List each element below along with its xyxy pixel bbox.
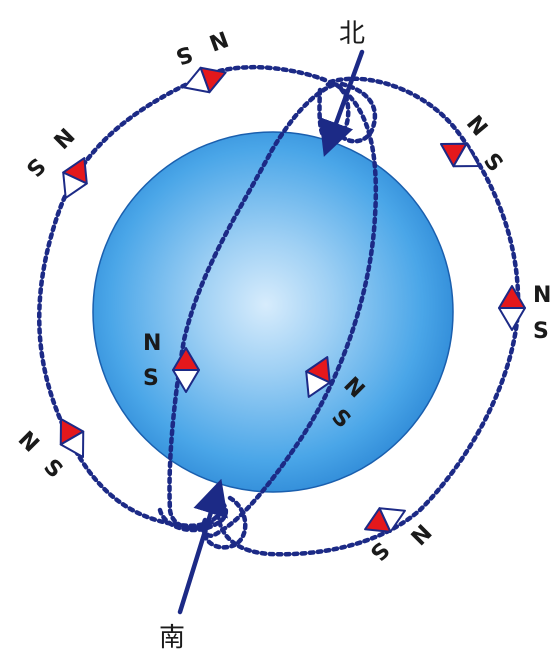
field-line-inner-left <box>167 82 336 531</box>
field-line-inner-right <box>202 83 379 538</box>
compass-needle-icon <box>358 497 412 543</box>
needle-s-label: S <box>38 455 67 484</box>
needle-s-label: S <box>533 319 549 344</box>
compass-needle-icon <box>433 131 487 179</box>
needle-s-label: S <box>172 40 195 69</box>
needle-s-label: S <box>21 152 50 181</box>
needle-n-label: N <box>15 425 46 456</box>
needle-s-label: S <box>143 366 159 391</box>
south-pole-label: 南 <box>159 623 185 653</box>
needle-n-label: N <box>461 111 492 141</box>
compass-needle-icon <box>498 285 526 331</box>
needle-n-label: N <box>533 283 550 308</box>
earth-axis <box>177 49 365 615</box>
needle-n-label: N <box>405 518 436 549</box>
field-line-outer-right <box>215 76 521 557</box>
compass-needle-icon <box>52 151 98 205</box>
earth-globe <box>92 131 454 493</box>
north-pole-label: 北 <box>339 19 365 49</box>
needle-n-label: N <box>50 124 81 155</box>
axis-north-segment <box>319 49 365 157</box>
needle-n-label: N <box>207 28 233 58</box>
needle-n-label: N <box>143 331 161 356</box>
axis-south-segment <box>177 478 228 615</box>
